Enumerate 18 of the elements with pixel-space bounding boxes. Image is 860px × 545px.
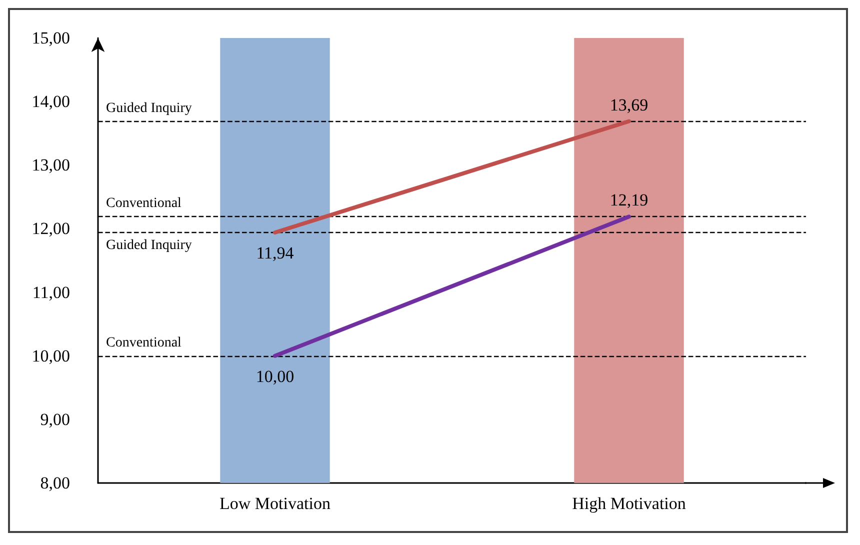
data-label: 13,69 (610, 95, 648, 114)
ref-line-label: Conventional (106, 196, 182, 212)
ref-line-label: Conventional (106, 335, 182, 350)
data-label: 10,00 (256, 366, 294, 386)
y-tick-label: 9,00 (40, 410, 70, 429)
y-tick-label: 15,00 (32, 28, 70, 48)
y-tick-label: 10,00 (32, 346, 70, 366)
ref-line-label: Guided Inquiry (106, 100, 192, 116)
y-tick-label: 14,00 (32, 92, 70, 112)
y-tick-label: 8,00 (40, 474, 70, 492)
data-label: 12,19 (610, 190, 648, 210)
ref-line-label: Guided Inquiry (106, 238, 192, 254)
y-tick-label: 13,00 (32, 156, 70, 175)
x-tick-label: High Motivation (572, 494, 686, 513)
data-label: 11,94 (256, 244, 294, 263)
y-tick-label: 12,00 (32, 219, 70, 238)
x-tick-label: Low Motivation (220, 494, 331, 513)
y-tick-label: 11,00 (32, 282, 70, 302)
